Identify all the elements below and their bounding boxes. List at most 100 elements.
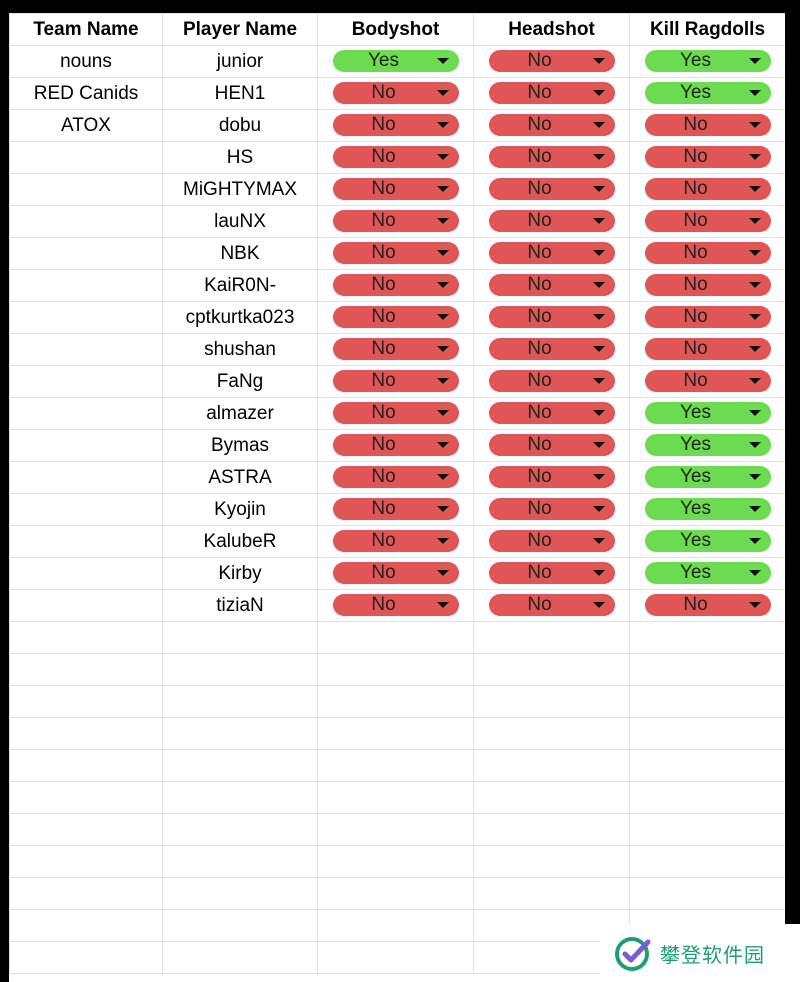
kill-ragdolls-cell[interactable] — [629, 685, 785, 718]
player-cell[interactable]: tiziaN — [162, 589, 318, 622]
bodyshot-cell[interactable] — [317, 717, 474, 750]
dropdown-chip[interactable]: No — [644, 370, 771, 393]
team-cell[interactable] — [9, 877, 163, 910]
player-cell[interactable]: HS — [162, 141, 318, 174]
bodyshot-cell[interactable]: No — [317, 397, 474, 430]
bodyshot-cell[interactable]: No — [317, 205, 474, 238]
headshot-cell[interactable]: No — [473, 109, 630, 142]
kill-ragdolls-cell[interactable]: Yes — [629, 557, 785, 590]
team-cell[interactable] — [9, 461, 163, 494]
player-cell[interactable]: junior — [162, 45, 318, 78]
team-cell[interactable] — [9, 749, 163, 782]
bodyshot-cell[interactable]: No — [317, 141, 474, 174]
dropdown-chip[interactable]: No — [488, 178, 615, 201]
kill-ragdolls-cell[interactable]: No — [629, 237, 785, 270]
header-bodyshot[interactable]: Bodyshot — [317, 13, 474, 46]
player-cell[interactable]: almazer — [162, 397, 318, 430]
team-cell[interactable] — [9, 621, 163, 654]
dropdown-chip[interactable]: No — [644, 114, 771, 137]
bodyshot-cell[interactable] — [317, 813, 474, 846]
dropdown-chip[interactable]: No — [644, 274, 771, 297]
dropdown-chip[interactable]: No — [488, 114, 615, 137]
team-cell[interactable] — [9, 813, 163, 846]
dropdown-chip[interactable]: No — [644, 242, 771, 265]
headshot-cell[interactable] — [473, 845, 630, 878]
headshot-cell[interactable]: No — [473, 525, 630, 558]
headshot-cell[interactable]: No — [473, 77, 630, 110]
team-cell[interactable] — [9, 237, 163, 270]
kill-ragdolls-cell[interactable] — [629, 717, 785, 750]
bodyshot-cell[interactable] — [317, 685, 474, 718]
headshot-cell[interactable]: No — [473, 141, 630, 174]
dropdown-chip[interactable]: No — [332, 466, 459, 489]
player-cell[interactable] — [162, 941, 318, 974]
dropdown-chip[interactable]: No — [332, 178, 459, 201]
dropdown-chip[interactable]: No — [644, 210, 771, 233]
team-cell[interactable] — [9, 909, 163, 942]
team-cell[interactable] — [9, 589, 163, 622]
dropdown-chip[interactable]: No — [332, 434, 459, 457]
headshot-cell[interactable]: No — [473, 461, 630, 494]
dropdown-chip[interactable]: No — [332, 338, 459, 361]
kill-ragdolls-cell[interactable] — [629, 845, 785, 878]
dropdown-chip[interactable]: No — [644, 306, 771, 329]
dropdown-chip[interactable]: No — [488, 370, 615, 393]
player-cell[interactable]: NBK — [162, 237, 318, 270]
bodyshot-cell[interactable] — [317, 845, 474, 878]
header-team-name[interactable]: Team Name — [9, 13, 163, 46]
team-cell[interactable] — [9, 493, 163, 526]
dropdown-chip[interactable]: No — [332, 562, 459, 585]
kill-ragdolls-cell[interactable]: Yes — [629, 397, 785, 430]
dropdown-chip[interactable]: Yes — [644, 82, 771, 105]
dropdown-chip[interactable]: No — [332, 402, 459, 425]
dropdown-chip[interactable]: No — [488, 210, 615, 233]
bodyshot-cell[interactable] — [317, 749, 474, 782]
player-cell[interactable]: Kyojin — [162, 493, 318, 526]
headshot-cell[interactable]: No — [473, 589, 630, 622]
headshot-cell[interactable]: No — [473, 237, 630, 270]
dropdown-chip[interactable]: No — [488, 242, 615, 265]
dropdown-chip[interactable]: Yes — [644, 402, 771, 425]
bodyshot-cell[interactable]: No — [317, 493, 474, 526]
headshot-cell[interactable]: No — [473, 557, 630, 590]
kill-ragdolls-cell[interactable]: Yes — [629, 429, 785, 462]
team-cell[interactable] — [9, 397, 163, 430]
dropdown-chip[interactable]: No — [332, 530, 459, 553]
player-cell[interactable] — [162, 813, 318, 846]
kill-ragdolls-cell[interactable]: No — [629, 109, 785, 142]
player-cell[interactable]: Kirby — [162, 557, 318, 590]
team-cell[interactable] — [9, 685, 163, 718]
dropdown-chip[interactable]: No — [488, 50, 615, 73]
dropdown-chip[interactable]: No — [644, 178, 771, 201]
bodyshot-cell[interactable]: No — [317, 109, 474, 142]
team-cell[interactable] — [9, 845, 163, 878]
dropdown-chip[interactable]: No — [488, 498, 615, 521]
team-cell[interactable] — [9, 333, 163, 366]
headshot-cell[interactable]: No — [473, 205, 630, 238]
headshot-cell[interactable]: No — [473, 429, 630, 462]
team-cell[interactable]: RED Canids — [9, 77, 163, 110]
dropdown-chip[interactable]: No — [332, 498, 459, 521]
kill-ragdolls-cell[interactable] — [629, 877, 785, 910]
player-cell[interactable]: FaNg — [162, 365, 318, 398]
bodyshot-cell[interactable]: No — [317, 333, 474, 366]
dropdown-chip[interactable]: No — [332, 146, 459, 169]
kill-ragdolls-cell[interactable] — [629, 621, 785, 654]
dropdown-chip[interactable]: No — [332, 370, 459, 393]
kill-ragdolls-cell[interactable]: Yes — [629, 525, 785, 558]
kill-ragdolls-cell[interactable]: No — [629, 141, 785, 174]
kill-ragdolls-cell[interactable]: No — [629, 301, 785, 334]
bodyshot-cell[interactable]: No — [317, 525, 474, 558]
headshot-cell[interactable]: No — [473, 173, 630, 206]
kill-ragdolls-cell[interactable] — [629, 781, 785, 814]
team-cell[interactable] — [9, 653, 163, 686]
player-cell[interactable] — [162, 717, 318, 750]
player-cell[interactable] — [162, 621, 318, 654]
team-cell[interactable] — [9, 941, 163, 974]
headshot-cell[interactable] — [473, 749, 630, 782]
dropdown-chip[interactable]: Yes — [644, 530, 771, 553]
team-cell[interactable] — [9, 429, 163, 462]
dropdown-chip[interactable]: No — [332, 594, 459, 617]
bodyshot-cell[interactable]: No — [317, 589, 474, 622]
team-cell[interactable] — [9, 301, 163, 334]
